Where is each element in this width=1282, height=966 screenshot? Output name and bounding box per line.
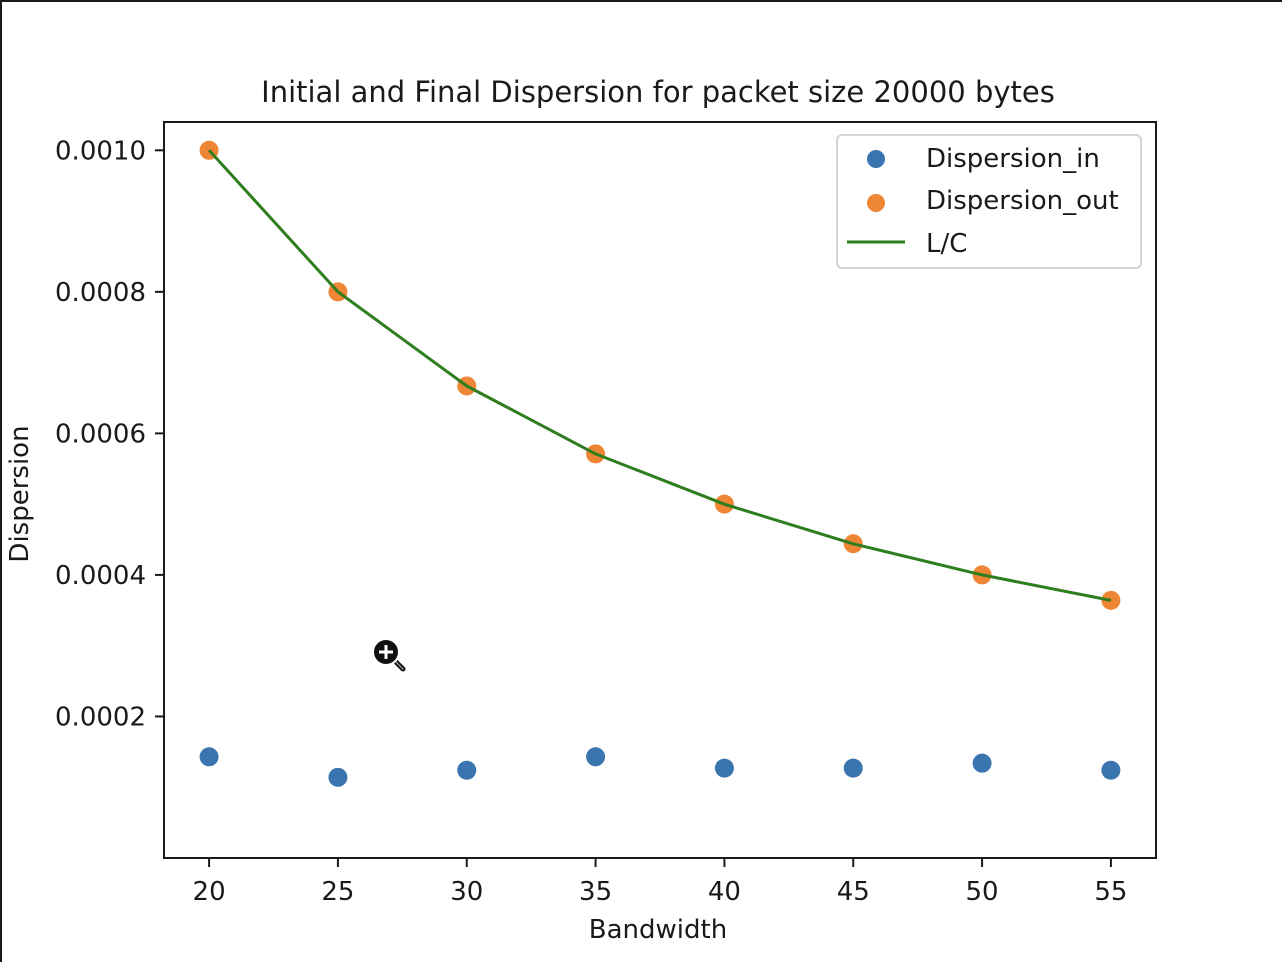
chart-title: Initial and Final Dispersion for packet … <box>261 75 1055 109</box>
legend-marker-dispersion-out <box>867 194 885 212</box>
legend-box <box>836 134 1142 269</box>
zoom-in-cursor-icon <box>372 638 406 672</box>
y-tick-label: 0.0004 <box>55 561 146 591</box>
legend-label-dispersion-in: Dispersion_in <box>926 144 1100 174</box>
y-axis-ticks: 0.0002 0.0004 0.0006 0.0008 0.0010 <box>55 136 164 732</box>
y-axis-label: Dispersion <box>5 425 35 562</box>
point-dispersion-in <box>1101 760 1121 780</box>
x-tick-label: 40 <box>708 877 741 907</box>
y-tick-label: 0.0008 <box>55 278 146 308</box>
point-dispersion-in <box>714 758 734 778</box>
line-l-c <box>207 149 1112 602</box>
x-tick-label: 45 <box>837 877 870 907</box>
y-tick-label: 0.0006 <box>55 419 146 449</box>
x-tick-label: 20 <box>193 877 226 907</box>
point-dispersion-in <box>586 747 606 767</box>
point-dispersion-in <box>972 753 992 773</box>
x-tick-label: 25 <box>321 877 354 907</box>
point-dispersion-in <box>457 760 477 780</box>
x-axis-ticks: 20 25 30 35 40 45 50 55 <box>193 858 1127 907</box>
point-dispersion-out <box>1101 590 1121 610</box>
x-tick-label: 35 <box>579 877 612 907</box>
legend-label-lc: L/C <box>926 229 967 259</box>
point-dispersion-in <box>328 767 348 787</box>
series-layer <box>199 140 1121 787</box>
legend-marker-dispersion-in <box>867 150 885 168</box>
y-tick-label: 0.0010 <box>55 136 146 166</box>
axes-frame <box>163 121 1157 859</box>
x-tick-label: 50 <box>966 877 999 907</box>
point-dispersion-in <box>843 758 863 778</box>
y-tick-label: 0.0002 <box>55 702 146 732</box>
x-tick-label: 55 <box>1094 877 1127 907</box>
x-tick-label: 30 <box>450 877 483 907</box>
legend: Dispersion_in Dispersion_out L/C <box>836 134 1142 269</box>
legend-label-dispersion-out: Dispersion_out <box>926 186 1119 216</box>
point-dispersion-in <box>199 747 219 767</box>
x-axis-label: Bandwidth <box>589 915 727 945</box>
